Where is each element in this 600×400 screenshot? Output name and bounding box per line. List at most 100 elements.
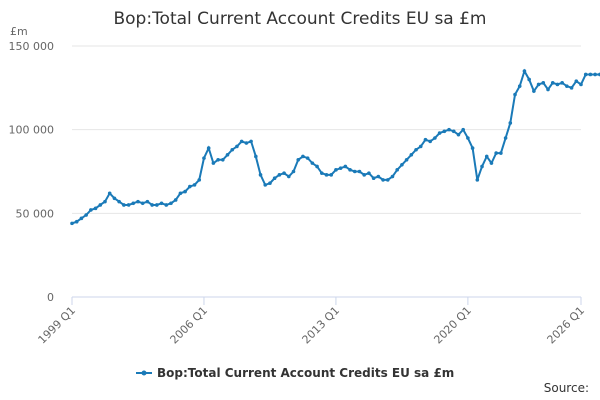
point: [395, 168, 399, 172]
point: [296, 157, 301, 162]
point: [70, 221, 74, 226]
y-tick-label: 150 000: [9, 40, 55, 53]
point: [235, 144, 239, 149]
point: [211, 161, 216, 165]
series-line: [71, 68, 600, 225]
point: [117, 199, 121, 204]
x-tick-label: 2013 Q1: [300, 304, 343, 347]
point: [305, 156, 310, 160]
point: [107, 191, 112, 196]
point: [532, 89, 536, 93]
point: [155, 203, 159, 207]
point: [527, 77, 531, 82]
point: [239, 139, 244, 144]
point: [244, 141, 249, 145]
point: [230, 147, 235, 152]
point: [367, 171, 371, 175]
point: [499, 151, 503, 155]
point: [494, 151, 498, 155]
point: [74, 219, 79, 224]
point: [541, 81, 546, 85]
point: [418, 144, 423, 149]
point: [536, 82, 541, 87]
point: [319, 171, 324, 175]
point: [376, 174, 381, 179]
point: [357, 169, 362, 174]
y-tick-label: 100 000: [9, 124, 55, 137]
point: [480, 164, 484, 169]
point: [145, 199, 150, 204]
point: [522, 69, 527, 73]
point: [343, 164, 348, 169]
point: [258, 173, 263, 177]
point: [555, 82, 560, 87]
x-tick-label: 1999 Q1: [36, 304, 79, 347]
point: [79, 216, 84, 221]
point: [428, 139, 432, 144]
point: [93, 206, 98, 211]
point: [136, 199, 140, 204]
point: [348, 168, 352, 172]
point: [192, 183, 197, 187]
x-tick-label: 2020 Q1: [431, 304, 474, 347]
point: [569, 86, 574, 90]
y-tick-label: 50 000: [16, 207, 55, 220]
point: [315, 164, 319, 169]
point: [565, 84, 569, 88]
point: [508, 121, 513, 125]
point: [103, 199, 107, 204]
point: [461, 127, 465, 132]
point: [404, 157, 409, 162]
point: [385, 178, 390, 182]
point: [593, 72, 597, 77]
point: [400, 163, 404, 167]
y-tick-label: 0: [47, 291, 54, 304]
point: [310, 161, 315, 165]
point: [456, 132, 461, 137]
point: [159, 201, 164, 206]
point: [277, 173, 282, 177]
point: [98, 203, 103, 207]
point: [126, 203, 131, 207]
point: [263, 183, 268, 187]
point: [334, 168, 338, 172]
point: [574, 79, 579, 83]
point: [324, 173, 329, 177]
point: [503, 136, 508, 140]
source: Source:: [544, 381, 589, 395]
point: [131, 201, 136, 206]
point: [89, 208, 93, 212]
point: [225, 152, 230, 157]
point: [183, 189, 187, 194]
point: [202, 156, 206, 160]
point: [390, 174, 395, 179]
point: [254, 154, 258, 159]
point: [301, 154, 305, 159]
point: [579, 82, 583, 87]
point: [84, 213, 88, 217]
point: [178, 191, 183, 196]
point: [475, 178, 480, 182]
point: [423, 137, 428, 142]
point: [188, 184, 192, 189]
point: [409, 152, 414, 157]
point: [362, 173, 367, 177]
x-tick-label: 2026 Q1: [545, 304, 588, 347]
point: [164, 203, 169, 207]
point: [173, 198, 178, 202]
point: [140, 201, 145, 206]
point: [169, 201, 173, 206]
x-tick-label: 2006 Q1: [168, 304, 211, 347]
point: [221, 157, 225, 162]
point: [442, 129, 447, 134]
point: [447, 127, 451, 132]
point: [272, 176, 277, 180]
point: [122, 203, 126, 207]
chart-title: Bop:Total Current Account Credits EU sa …: [113, 9, 486, 29]
point: [352, 169, 357, 174]
legend-marker: [141, 370, 147, 376]
point: [197, 178, 202, 182]
point: [329, 173, 334, 177]
point: [414, 147, 418, 152]
